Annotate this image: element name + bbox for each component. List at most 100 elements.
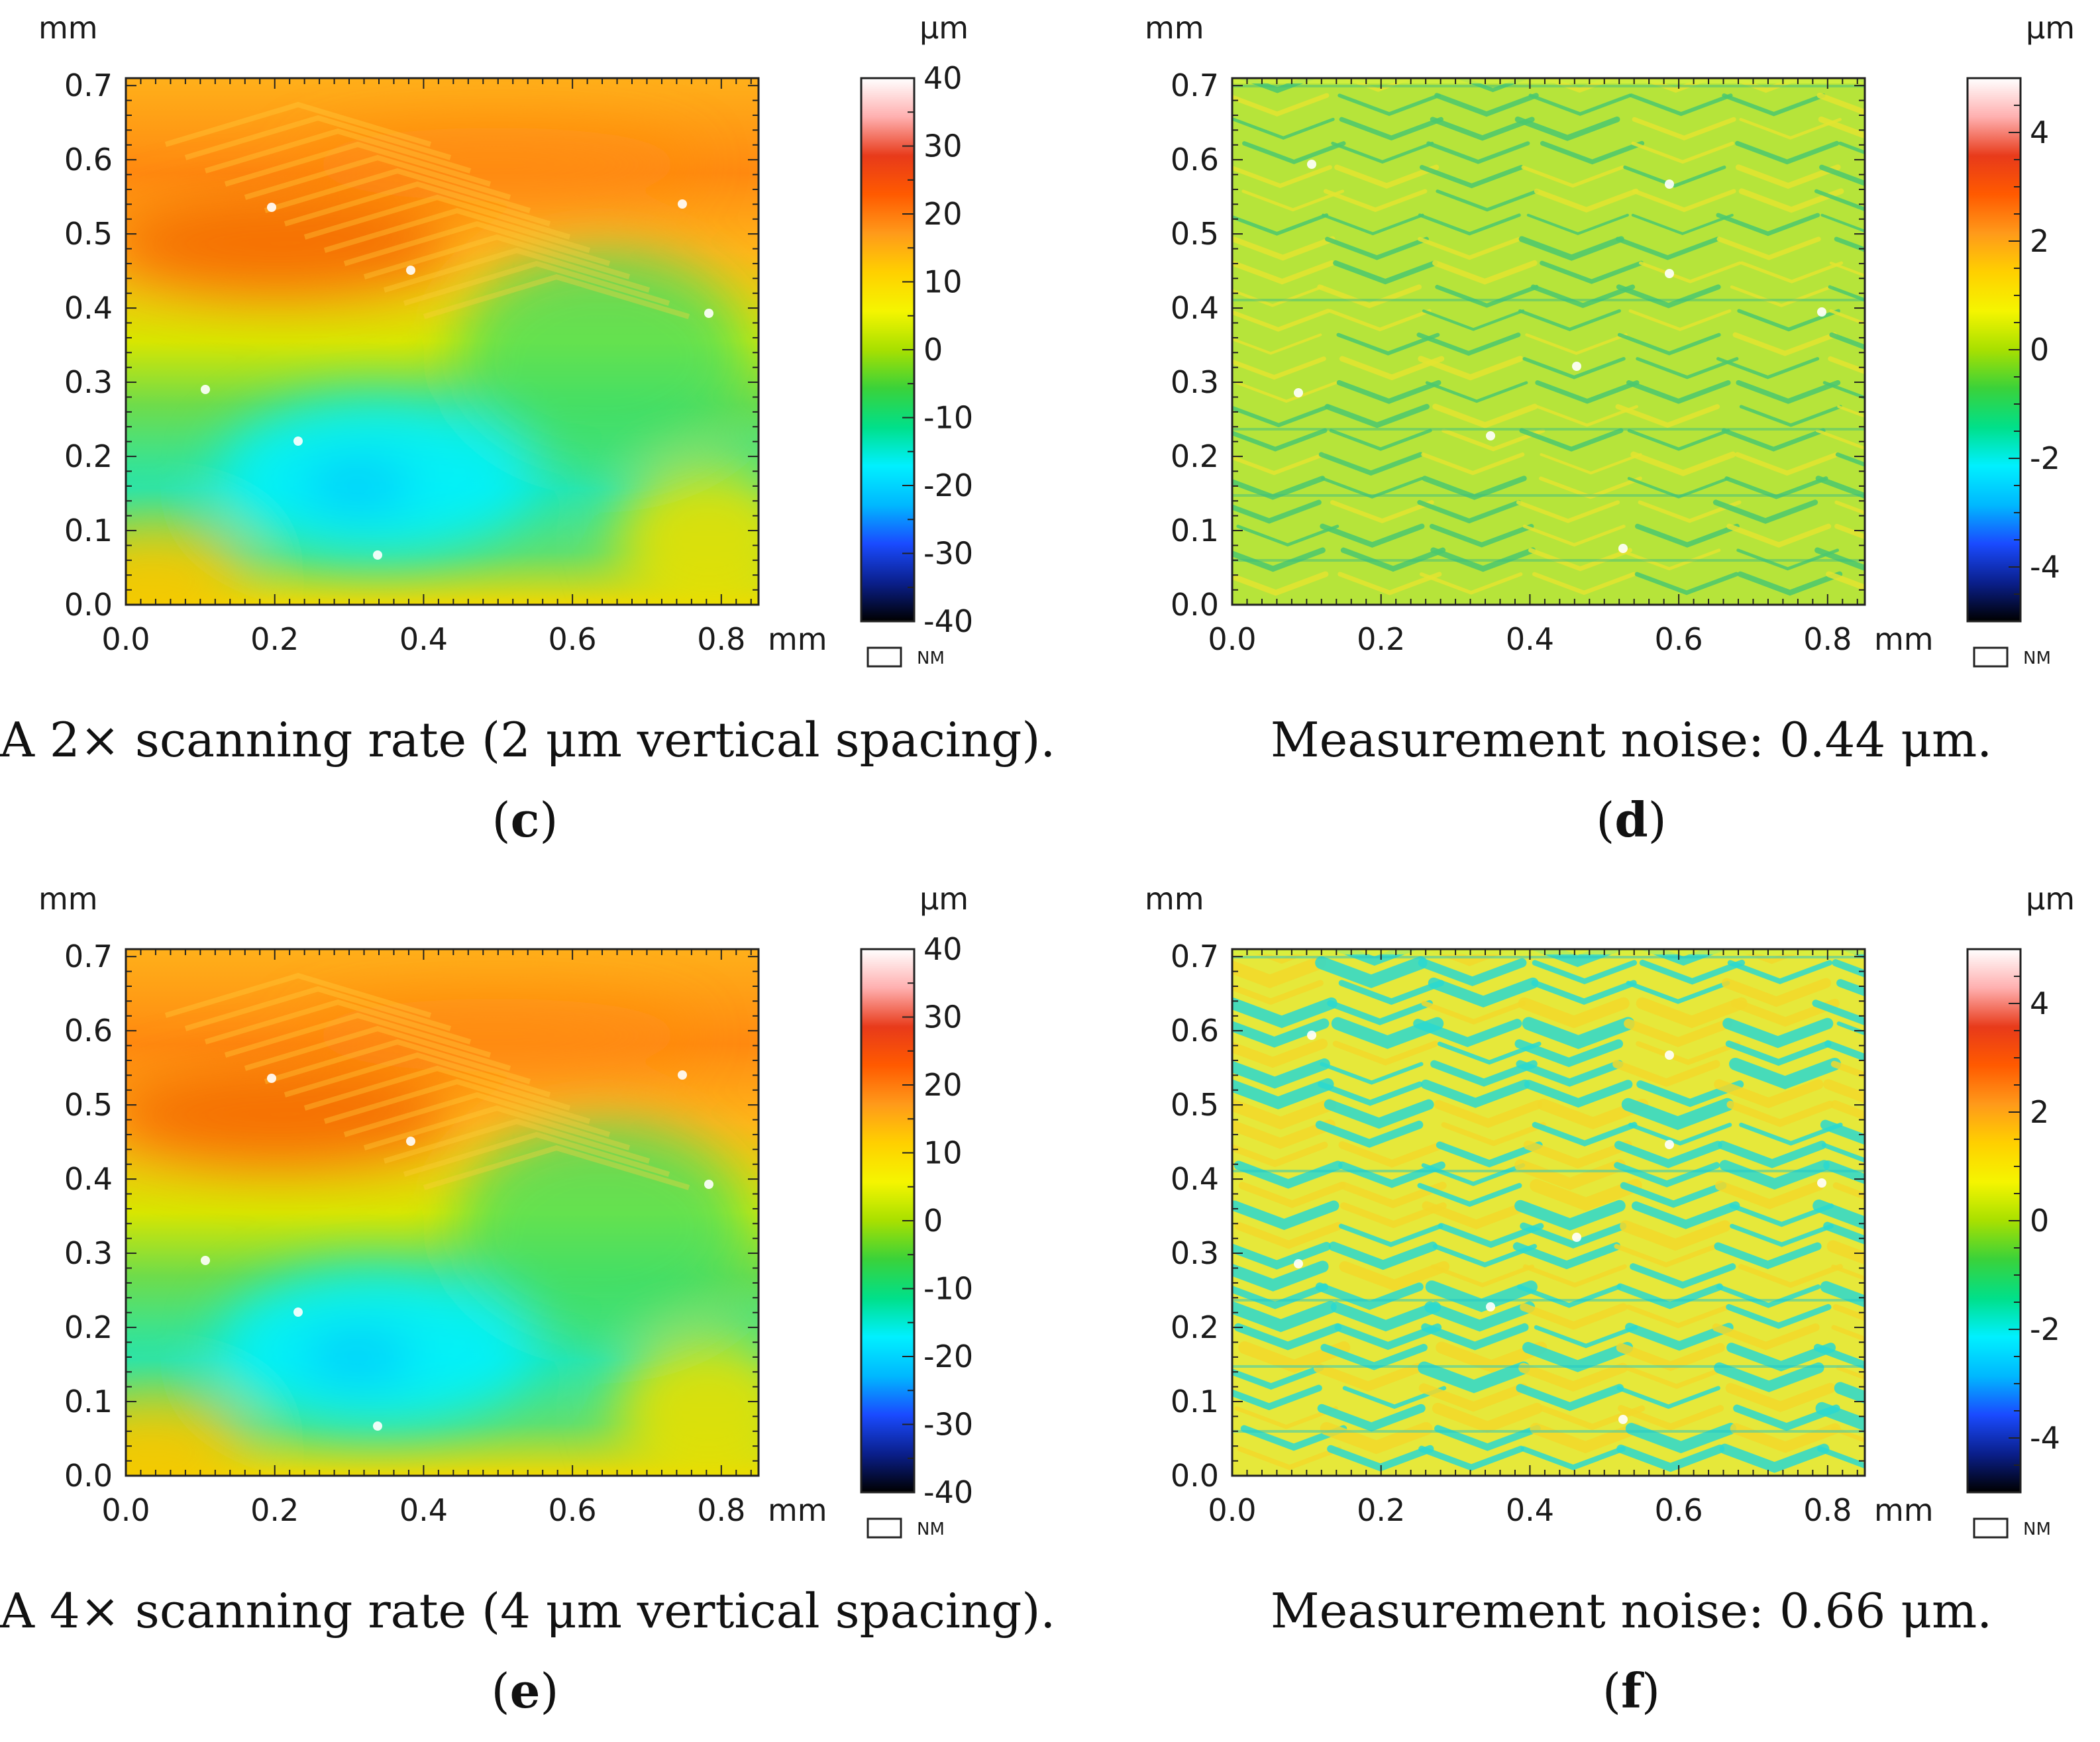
colorbar-tick-label: -40 [923, 1474, 973, 1510]
y-tick-label: 0.2 [64, 1309, 113, 1345]
x-tick-label: 0.4 [399, 621, 448, 657]
y-tick-label: 0.5 [1171, 1087, 1219, 1123]
x-tick-label: 0.4 [1506, 1492, 1554, 1528]
colorbar-tick-label: 2 [2030, 1094, 2049, 1130]
chart-f: 0.0 0.2 0.4 0.6 0.8 mm 0.0 0.1 0.2 0.3 0.4 0.5 0.6 0.… [1145, 881, 2075, 1539]
colorbar-tick-label: -30 [923, 1407, 973, 1443]
colorbar-tick-label: 30 [923, 999, 963, 1035]
nm-legend-label: NM [2023, 1519, 2051, 1539]
y-unit-label: mm [38, 881, 98, 917]
y-tick-label: 0.2 [1171, 1309, 1219, 1345]
panel-f: 0.0 0.2 0.4 0.6 0.8 mm 0.0 0.1 0.2 0.3 0.4 0.5 0.6 0.… [1106, 871, 2100, 1742]
colorbar-tick-label: -4 [2030, 549, 2060, 585]
nm-legend-box [1973, 646, 2009, 668]
x-tick-label: 0.2 [1357, 1492, 1405, 1528]
colorbar-tick-label: 0 [923, 332, 943, 368]
y-tick-label: 0.0 [64, 587, 113, 623]
x-tick-label: 0.0 [1208, 1492, 1256, 1528]
surface-map [126, 78, 759, 605]
y-tick-label: 0.0 [1171, 587, 1219, 623]
nm-legend-box [866, 1517, 902, 1539]
panel-letter-c: (c) [492, 792, 558, 848]
y-tick-label: 0.3 [1171, 364, 1219, 400]
chart-c: 0.0 0.2 0.4 0.6 0.8 mm 0.0 0.1 0.2 0.3 0.4 0.5 0.6 0.… [38, 10, 973, 668]
nm-legend-label: NM [2023, 648, 2051, 668]
x-tick-label: 0.0 [101, 1492, 150, 1528]
x-unit-label: mm [768, 1492, 827, 1528]
colorbar-tick-label: 4 [2030, 986, 2049, 1021]
colorbar-tick-label: 30 [923, 128, 963, 164]
y-tick-label: 0.7 [64, 939, 113, 974]
y-tick-label: 0.2 [1171, 438, 1219, 474]
plot-frame [125, 77, 760, 606]
y-tick-label: 0.0 [1171, 1458, 1219, 1494]
colorbar-tick-label: -10 [923, 1271, 973, 1307]
y-tick-label: 0.7 [1171, 68, 1219, 103]
y-tick-label: 0.1 [64, 1384, 113, 1419]
x-tick-label: 0.8 [697, 1492, 745, 1528]
nm-legend-label: NM [917, 1519, 945, 1539]
y-tick-label: 0.6 [64, 1013, 113, 1049]
caption-e: A 4× scanning rate (4 μm vertical spacin… [0, 1583, 1056, 1639]
colorbar-tick-label: 20 [923, 196, 963, 232]
y-tick-label: 0.3 [64, 1235, 113, 1271]
y-tick-label: 0.5 [1171, 216, 1219, 252]
panel-letter-d: (d) [1596, 792, 1667, 848]
colorbar-tick-label: 40 [923, 931, 963, 967]
y-tick-label: 0.5 [64, 1087, 113, 1123]
y-tick-label: 0.3 [1171, 1235, 1219, 1271]
y-tick-label: 0.1 [64, 513, 113, 548]
minor-ticks [1232, 949, 1865, 1476]
minor-ticks [1232, 78, 1865, 605]
y-tick-label: 0.6 [1171, 142, 1219, 178]
panel-e: 0.0 0.2 0.4 0.6 0.8 mm 0.0 0.1 0.2 0.3 0.4 0.5 0.6 0.… [0, 871, 1056, 1742]
y-tick-label: 0.4 [1171, 290, 1219, 326]
colorbar-tick-label: 10 [923, 264, 963, 300]
panel-c: 0.0 0.2 0.4 0.6 0.8 mm 0.0 0.1 0.2 0.3 0.4 0.5 0.6 0.… [0, 0, 1056, 871]
x-unit-label: mm [1874, 1492, 1934, 1528]
x-tick-label: 0.6 [1655, 621, 1703, 657]
nm-legend-label: NM [917, 648, 945, 668]
colorbar-tick-label: 4 [2030, 115, 2049, 150]
y-tick-label: 0.4 [64, 1161, 113, 1197]
colorbar-tick-label: -40 [923, 603, 973, 639]
colorbar-tick-label: 10 [923, 1135, 963, 1171]
colorbar-unit-label: μm [2026, 881, 2075, 917]
colorbar-unit-label: μm [919, 881, 969, 917]
x-tick-label: 0.0 [1208, 621, 1256, 657]
chart-d: 0.0 0.2 0.4 0.6 0.8 mm 0.0 0.1 0.2 0.3 0.4 0.5 0.6 0.… [1145, 10, 2075, 668]
minor-ticks [125, 949, 759, 1476]
y-tick-label: 0.4 [1171, 1161, 1219, 1197]
x-tick-label: 0.8 [1803, 621, 1852, 657]
x-tick-label: 0.4 [1506, 621, 1554, 657]
y-unit-label: mm [38, 10, 98, 46]
panel-letter-f: (f) [1602, 1663, 1661, 1719]
colorbar-tick-label: -2 [2030, 1311, 2060, 1347]
colorbar-unit-label: μm [919, 10, 969, 46]
x-tick-label: 0.4 [399, 1492, 448, 1528]
x-tick-label: 0.6 [549, 1492, 597, 1528]
caption-c: A 2× scanning rate (2 μm vertical spacin… [0, 712, 1056, 768]
colorbar-ticks [2009, 77, 2021, 622]
panel-d: 0.0 0.2 0.4 0.6 0.8 mm 0.0 0.1 0.2 0.3 0.4 0.5 0.6 0.… [1106, 0, 2100, 871]
y-tick-label: 0.5 [64, 216, 113, 252]
x-unit-label: mm [768, 621, 827, 657]
colorbar-tick-label: -4 [2030, 1420, 2060, 1456]
colorbar-tick-label: -20 [923, 468, 973, 503]
colorbar-tick-label: -30 [923, 536, 973, 572]
colorbar-tick-label: 2 [2030, 223, 2049, 259]
x-tick-label: 0.2 [250, 621, 299, 657]
colorbar-tick-label: 20 [923, 1067, 963, 1103]
x-unit-label: mm [1874, 621, 1934, 657]
y-tick-label: 0.6 [1171, 1013, 1219, 1049]
colorbar-tick-label: 0 [2030, 1203, 2049, 1239]
x-tick-label: 0.2 [250, 1492, 299, 1528]
y-tick-label: 0.0 [64, 1458, 113, 1494]
colorbar-tick-label: 0 [923, 1203, 943, 1239]
plot-frame [1231, 77, 1866, 606]
plot-frame [1231, 948, 1866, 1477]
plot-frame [125, 948, 760, 1477]
y-unit-label: mm [1145, 10, 1204, 46]
colorbar-tick-label: -2 [2030, 440, 2060, 476]
x-tick-label: 0.0 [101, 621, 150, 657]
